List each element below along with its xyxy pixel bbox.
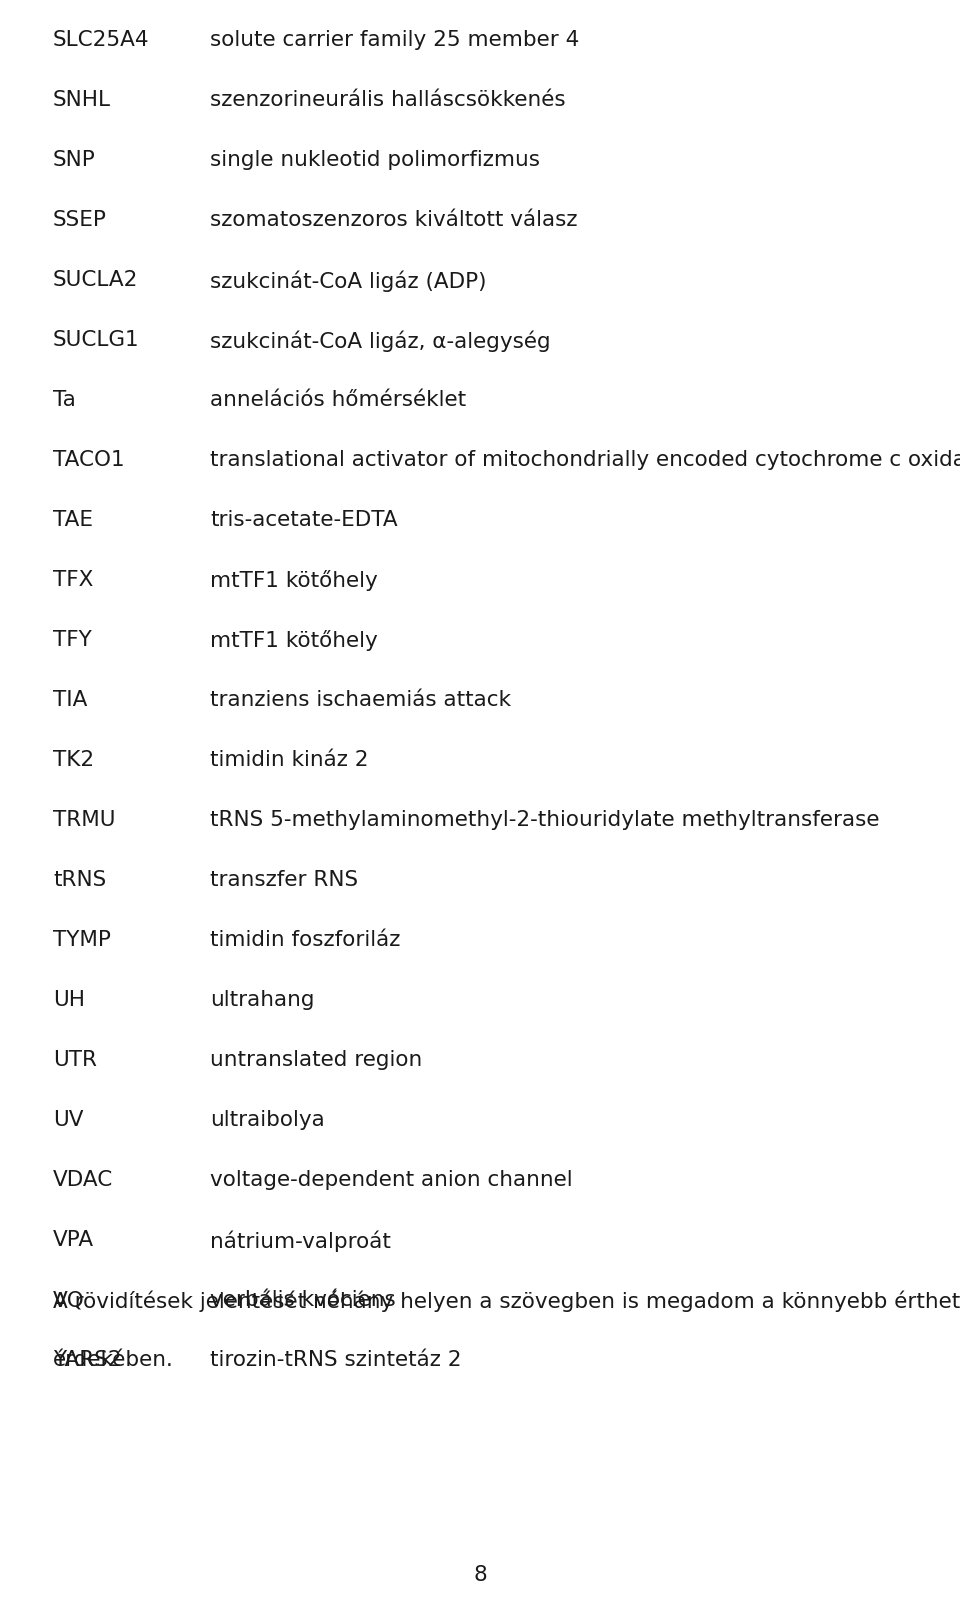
Text: SLC25A4: SLC25A4	[53, 31, 150, 50]
Text: voltage-dependent anion channel: voltage-dependent anion channel	[210, 1171, 572, 1190]
Text: TYMP: TYMP	[53, 930, 110, 951]
Text: translational activator of mitochondrially encoded cytochrome c oxidase I: translational activator of mitochondrial…	[210, 450, 960, 471]
Text: szomatoszenzoros kiváltott válasz: szomatoszenzoros kiváltott válasz	[210, 210, 578, 230]
Text: szenzorineurális halláscsökkenés: szenzorineurális halláscsökkenés	[210, 91, 565, 110]
Text: untranslated region: untranslated region	[210, 1049, 422, 1070]
Text: TK2: TK2	[53, 750, 94, 770]
Text: UV: UV	[53, 1109, 84, 1130]
Text: YARS2: YARS2	[53, 1350, 122, 1370]
Text: mtTF1 kötőhely: mtTF1 kötőhely	[210, 631, 377, 652]
Text: szukcinát-CoA ligáz (ADP): szukcinát-CoA ligáz (ADP)	[210, 270, 487, 291]
Text: TIA: TIA	[53, 690, 87, 710]
Text: annelációs hőmérséklet: annelációs hőmérséklet	[210, 390, 467, 411]
Text: tris-acetate-EDTA: tris-acetate-EDTA	[210, 509, 397, 530]
Text: tRNS 5-methylaminomethyl-2-thiouridylate methyltransferase: tRNS 5-methylaminomethyl-2-thiouridylate…	[210, 810, 879, 830]
Text: transzfer RNS: transzfer RNS	[210, 870, 358, 889]
Text: 8: 8	[473, 1565, 487, 1585]
Text: nátrium-valproát: nátrium-valproát	[210, 1231, 391, 1252]
Text: ultrahang: ultrahang	[210, 990, 315, 1011]
Text: SUCLA2: SUCLA2	[53, 270, 138, 289]
Text: SUCLG1: SUCLG1	[53, 330, 139, 349]
Text: TAE: TAE	[53, 509, 93, 530]
Text: mtTF1 kötőhely: mtTF1 kötőhely	[210, 571, 377, 590]
Text: érdekében.: érdekében.	[53, 1350, 174, 1370]
Text: SSEP: SSEP	[53, 210, 107, 230]
Text: TFX: TFX	[53, 571, 93, 590]
Text: VPA: VPA	[53, 1231, 94, 1250]
Text: tirozin-tRNS szintetáz 2: tirozin-tRNS szintetáz 2	[210, 1350, 462, 1370]
Text: timidin kináz 2: timidin kináz 2	[210, 750, 369, 770]
Text: TRMU: TRMU	[53, 810, 115, 830]
Text: TFY: TFY	[53, 631, 92, 650]
Text: TACO1: TACO1	[53, 450, 125, 471]
Text: A rövidítések jelentését néhány helyen a szövegben is megadom a könnyebb érthető: A rövidítések jelentését néhány helyen a…	[53, 1290, 960, 1311]
Text: Ta: Ta	[53, 390, 76, 411]
Text: tRNS: tRNS	[53, 870, 107, 889]
Text: single nukleotid polimorfizmus: single nukleotid polimorfizmus	[210, 150, 540, 170]
Text: timidin foszforiláz: timidin foszforiláz	[210, 930, 400, 951]
Text: VDAC: VDAC	[53, 1171, 113, 1190]
Text: UTR: UTR	[53, 1049, 97, 1070]
Text: VQ: VQ	[53, 1290, 84, 1310]
Text: solute carrier family 25 member 4: solute carrier family 25 member 4	[210, 31, 580, 50]
Text: tranziens ischaemiás attack: tranziens ischaemiás attack	[210, 690, 511, 710]
Text: verbális kvóciens: verbális kvóciens	[210, 1290, 396, 1310]
Text: szukcinát-CoA ligáz, α-alegység: szukcinát-CoA ligáz, α-alegység	[210, 330, 551, 351]
Text: UH: UH	[53, 990, 85, 1011]
Text: ultraibolya: ultraibolya	[210, 1109, 324, 1130]
Text: SNP: SNP	[53, 150, 96, 170]
Text: SNHL: SNHL	[53, 91, 111, 110]
